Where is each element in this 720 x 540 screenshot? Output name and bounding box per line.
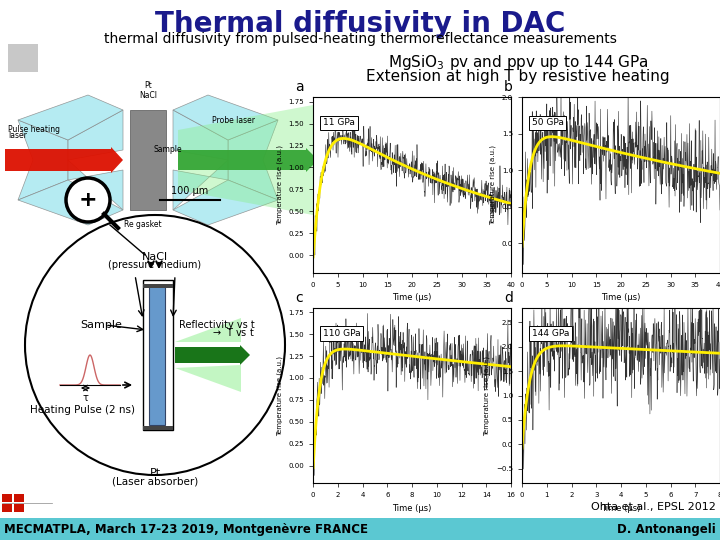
- Y-axis label: Temperature rise (a.u.): Temperature rise (a.u.): [276, 355, 283, 436]
- Polygon shape: [173, 160, 228, 210]
- Bar: [143, 280, 173, 430]
- Polygon shape: [178, 105, 313, 215]
- Bar: [143, 426, 173, 430]
- Bar: [2, 494, 12, 502]
- Polygon shape: [18, 95, 123, 140]
- Text: (pressure medium): (pressure medium): [109, 260, 202, 270]
- Text: Reflectivity vs t: Reflectivity vs t: [179, 320, 255, 330]
- Bar: [2, 504, 12, 512]
- Bar: [143, 284, 173, 288]
- Bar: [130, 110, 166, 210]
- Text: thermal diffusivity from pulsed-heating thermoreflectance measurements: thermal diffusivity from pulsed-heating …: [104, 32, 616, 46]
- Text: 144 GPa: 144 GPa: [532, 329, 570, 338]
- Y-axis label: Temperature rise (a.u.): Temperature rise (a.u.): [276, 145, 283, 225]
- Text: d: d: [504, 291, 513, 305]
- Polygon shape: [173, 110, 228, 160]
- Circle shape: [25, 215, 285, 475]
- Text: NaCl: NaCl: [139, 91, 157, 100]
- Text: Thermal diffusivity in DAC: Thermal diffusivity in DAC: [155, 10, 565, 38]
- Circle shape: [66, 178, 110, 222]
- Text: Pulse heating: Pulse heating: [8, 125, 60, 134]
- Bar: [8, 44, 38, 72]
- Y-axis label: Temperature rise (a.u.): Temperature rise (a.u.): [484, 355, 490, 436]
- Text: 11 GPa: 11 GPa: [323, 118, 355, 127]
- Text: Sample: Sample: [153, 145, 181, 154]
- Bar: [14, 504, 24, 512]
- X-axis label: Time (µs): Time (µs): [392, 293, 432, 302]
- Text: 100 µm: 100 µm: [171, 186, 209, 196]
- Text: Re gasket: Re gasket: [124, 220, 162, 229]
- Polygon shape: [228, 120, 278, 200]
- Polygon shape: [18, 180, 123, 225]
- FancyArrow shape: [175, 345, 250, 365]
- Text: $\rightarrow$ T vs t: $\rightarrow$ T vs t: [211, 326, 255, 338]
- Text: NaCl: NaCl: [142, 252, 168, 262]
- Text: b: b: [504, 80, 513, 94]
- Text: Pt: Pt: [144, 81, 152, 90]
- Text: τ: τ: [82, 393, 88, 403]
- Bar: [0, 518, 720, 540]
- Text: Sample: Sample: [80, 320, 122, 330]
- Text: Heating Pulse (2 ns): Heating Pulse (2 ns): [30, 405, 135, 415]
- Text: Extension at high T by resistive heating: Extension at high T by resistive heating: [366, 69, 670, 84]
- X-axis label: Time (µs): Time (µs): [601, 293, 641, 302]
- Polygon shape: [175, 318, 241, 342]
- Text: 110 GPa: 110 GPa: [323, 329, 361, 338]
- Polygon shape: [173, 180, 278, 225]
- Text: +: +: [78, 190, 97, 210]
- Bar: [0, 488, 52, 518]
- Text: a: a: [295, 80, 304, 94]
- Bar: [14, 494, 24, 502]
- Polygon shape: [175, 365, 241, 392]
- Bar: [149, 285, 165, 425]
- Y-axis label: Temperature rise (a.u.): Temperature rise (a.u.): [490, 145, 496, 225]
- Text: (Laser absorber): (Laser absorber): [112, 477, 198, 487]
- Polygon shape: [18, 120, 68, 200]
- Text: Pt: Pt: [150, 468, 161, 478]
- X-axis label: Time (µs): Time (µs): [601, 504, 641, 513]
- Text: MgSiO$_3$ pv and ppv up to 144 GPa: MgSiO$_3$ pv and ppv up to 144 GPa: [387, 53, 648, 72]
- FancyArrow shape: [178, 148, 318, 172]
- Text: MECMATPLA, March 17-23 2019, Montgenèvre FRANCE: MECMATPLA, March 17-23 2019, Montgenèvre…: [4, 523, 368, 536]
- Text: c: c: [295, 291, 303, 305]
- Text: laser: laser: [8, 131, 27, 140]
- FancyArrow shape: [5, 147, 123, 173]
- Text: Probe laser: Probe laser: [212, 116, 255, 125]
- Polygon shape: [68, 160, 123, 210]
- Text: 50 GPa: 50 GPa: [532, 118, 564, 127]
- Polygon shape: [173, 95, 278, 140]
- X-axis label: Time (µs): Time (µs): [392, 504, 432, 513]
- Text: Ohta et al., EPSL 2012: Ohta et al., EPSL 2012: [591, 502, 716, 512]
- Polygon shape: [68, 110, 123, 160]
- Text: D. Antonangeli: D. Antonangeli: [617, 523, 716, 536]
